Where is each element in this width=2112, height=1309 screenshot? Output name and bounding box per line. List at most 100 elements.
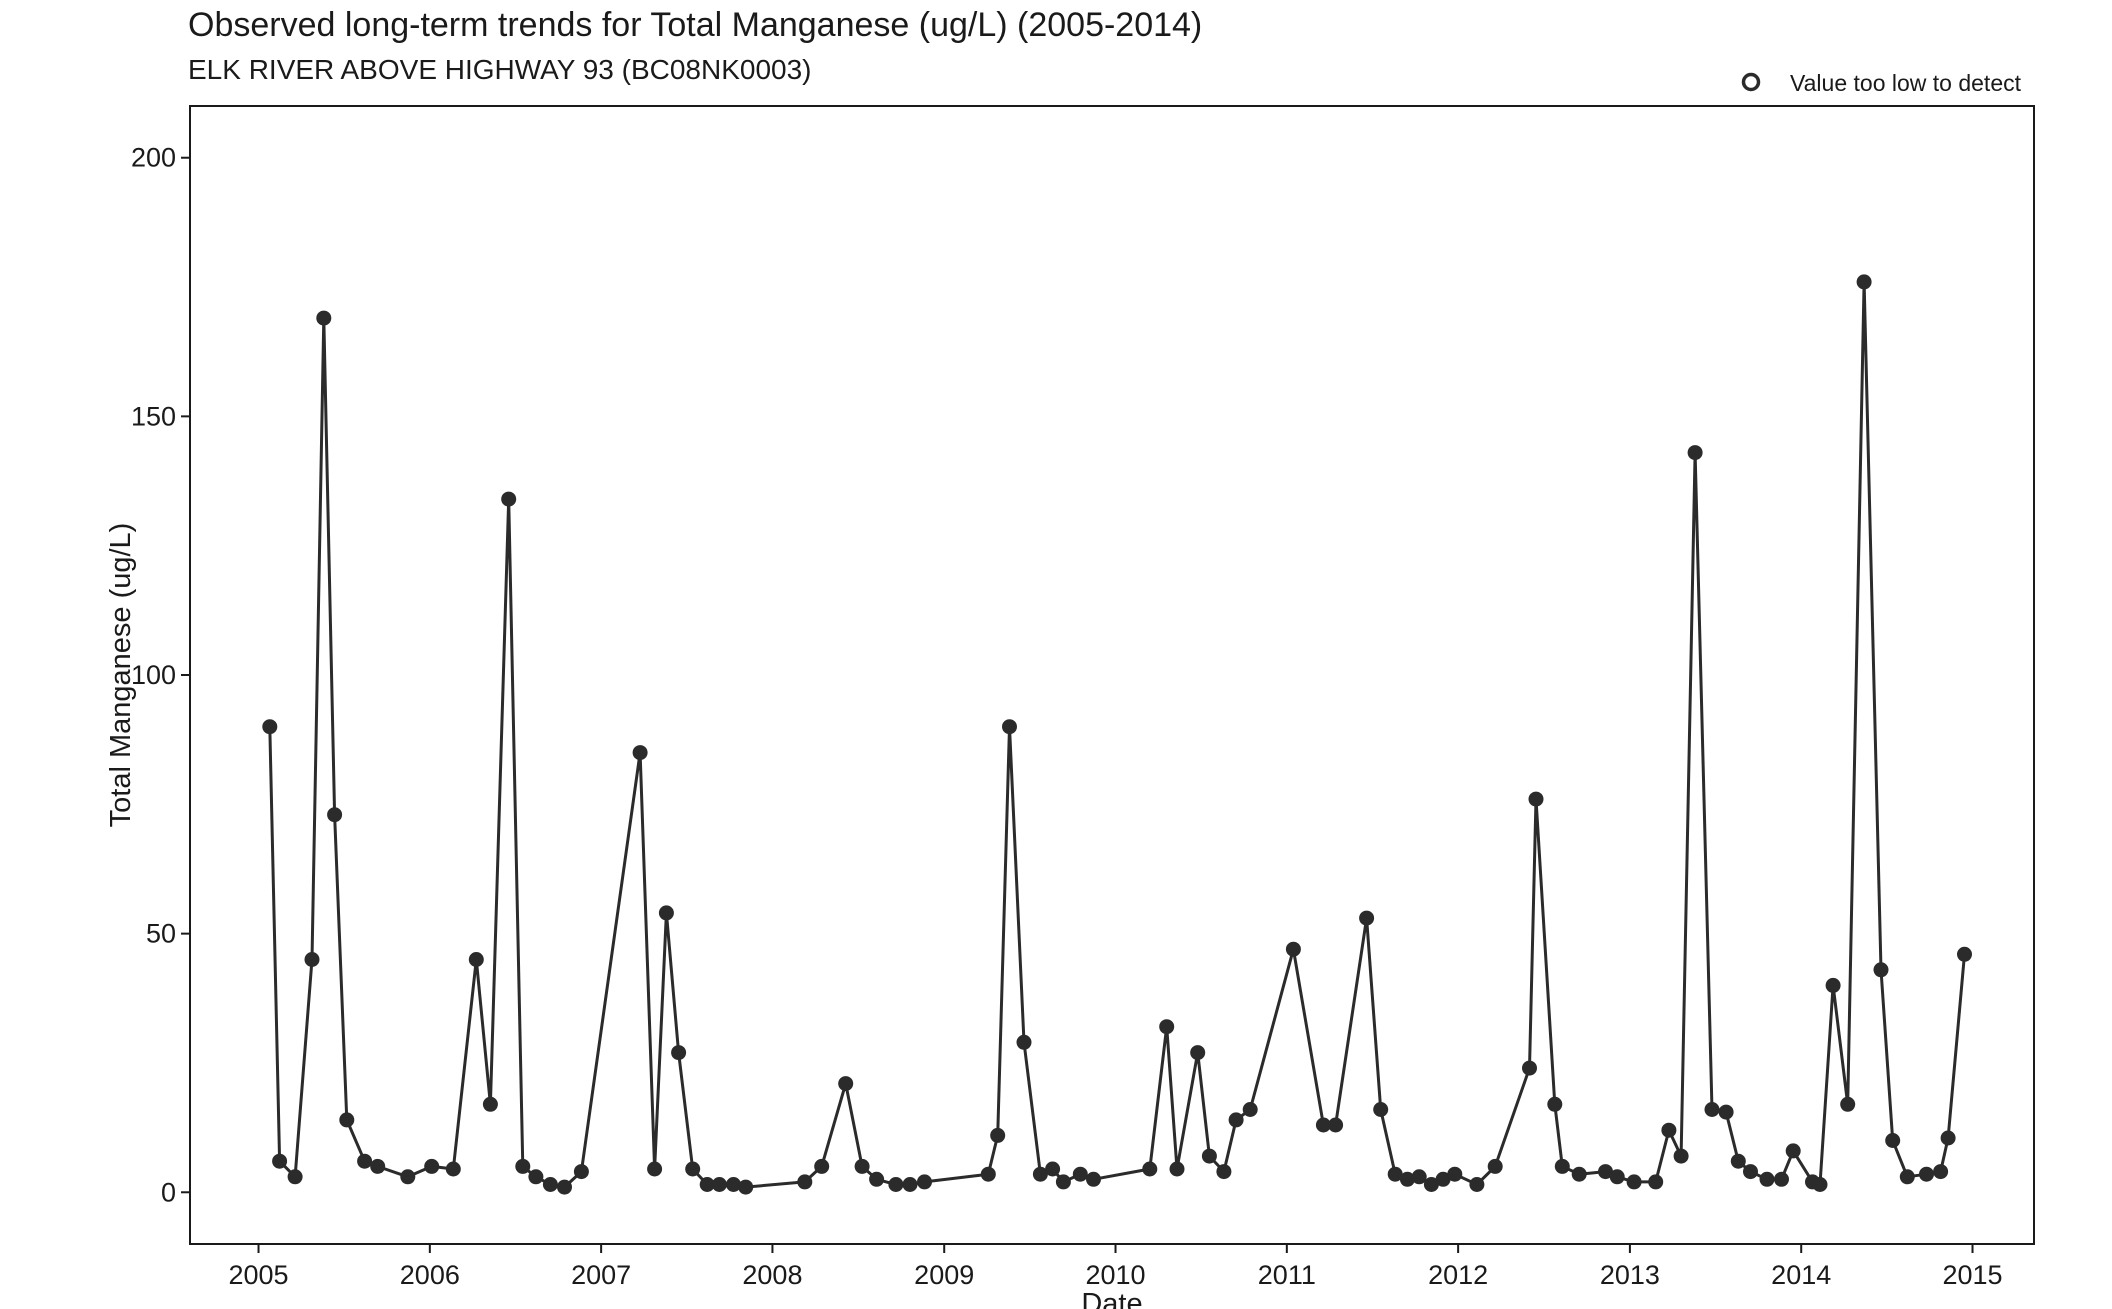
data-point xyxy=(1045,1161,1061,1177)
data-point xyxy=(1933,1164,1949,1180)
data-point xyxy=(1002,719,1017,735)
data-point xyxy=(445,1161,461,1177)
data-point xyxy=(1159,1019,1175,1035)
x-tick-label: 2007 xyxy=(571,1260,631,1290)
x-tick-label: 2005 xyxy=(228,1260,288,1290)
data-point xyxy=(400,1169,416,1185)
data-point xyxy=(1571,1166,1587,1182)
data-point xyxy=(797,1174,813,1190)
data-point xyxy=(1142,1161,1158,1177)
plot-panel-border xyxy=(189,105,2035,1245)
data-point xyxy=(1840,1096,1856,1112)
data-point xyxy=(1554,1158,1570,1174)
data-point xyxy=(1399,1171,1415,1187)
data-point xyxy=(468,952,484,967)
data-point xyxy=(1359,910,1375,926)
data-point xyxy=(814,1158,830,1174)
data-point xyxy=(528,1169,544,1185)
data-point xyxy=(339,1112,355,1128)
y-tick-label: 0 xyxy=(161,1177,176,1207)
data-point xyxy=(1648,1174,1664,1190)
data-point xyxy=(980,1166,996,1182)
data-point xyxy=(1774,1171,1789,1187)
data-point xyxy=(738,1179,754,1195)
x-tick-label: 2009 xyxy=(914,1260,974,1290)
data-point xyxy=(1285,941,1301,957)
data-point xyxy=(1228,1112,1244,1128)
series-line-group xyxy=(268,280,1966,1189)
data-point xyxy=(262,719,278,735)
data-point xyxy=(1547,1096,1563,1112)
data-point xyxy=(1032,1166,1048,1182)
data-point xyxy=(1487,1158,1503,1174)
y-tick-label: 200 xyxy=(131,143,176,173)
data-point xyxy=(990,1127,1006,1143)
data-point xyxy=(1315,1117,1331,1133)
data-point xyxy=(424,1158,440,1174)
x-axis: 2005 2006 2007 2008 2009 2010 2011 2012 2013 2014… xyxy=(228,1244,2003,1290)
chart-subtitle: ELK RIVER ABOVE HIGHWAY 93 (BC08NK0003) xyxy=(188,54,812,85)
x-tick-label: 2006 xyxy=(400,1260,460,1290)
data-point xyxy=(287,1169,303,1185)
data-point xyxy=(1387,1166,1403,1182)
legend-label: Value too low to detect xyxy=(1790,70,2022,96)
x-tick-label: 2012 xyxy=(1428,1260,1488,1290)
data-point xyxy=(1899,1169,1915,1185)
data-point xyxy=(1743,1164,1758,1180)
x-tick-label: 2013 xyxy=(1600,1260,1660,1290)
data-point xyxy=(1435,1171,1451,1187)
data-point xyxy=(1598,1164,1613,1180)
data-point xyxy=(888,1177,904,1192)
legend-open-circle-marker xyxy=(1741,72,1761,92)
data-point xyxy=(515,1158,531,1174)
data-point xyxy=(1673,1148,1689,1164)
y-axis: 0 50 100 150 200 xyxy=(131,143,190,1207)
y-tick-label: 50 xyxy=(146,919,176,949)
data-point xyxy=(1812,1177,1828,1192)
x-tick-label: 2011 xyxy=(1258,1260,1316,1290)
chart-title: Observed long-term trends for Total Mang… xyxy=(188,6,1203,44)
data-points-group xyxy=(262,274,1972,1195)
data-point xyxy=(699,1177,715,1192)
data-point xyxy=(1873,962,1889,978)
y-tick-label: 100 xyxy=(131,660,176,690)
data-point xyxy=(1423,1177,1439,1192)
x-tick-label: 2014 xyxy=(1771,1260,1831,1290)
data-point xyxy=(1055,1174,1071,1190)
data-point xyxy=(1373,1102,1389,1117)
data-point xyxy=(1169,1161,1185,1177)
data-point xyxy=(304,952,320,967)
data-point xyxy=(1957,946,1972,962)
data-point xyxy=(685,1161,701,1177)
data-point xyxy=(1201,1148,1217,1164)
y-axis-title: Total Manganese (ug/L) xyxy=(105,523,137,828)
data-point xyxy=(1447,1166,1463,1182)
data-point xyxy=(1825,977,1841,993)
x-tick-label: 2015 xyxy=(1942,1260,2002,1290)
data-point xyxy=(1759,1171,1775,1187)
data-point xyxy=(1718,1104,1734,1120)
data-point xyxy=(1072,1166,1088,1182)
data-point xyxy=(272,1153,288,1169)
data-point xyxy=(557,1179,572,1195)
data-point xyxy=(902,1177,918,1192)
data-point xyxy=(1242,1102,1258,1117)
y-tick-label: 150 xyxy=(131,401,176,431)
data-point xyxy=(1730,1153,1746,1169)
data-point xyxy=(1940,1130,1956,1146)
data-point xyxy=(316,310,332,326)
x-axis-title: Date xyxy=(1081,1288,1142,1309)
data-point xyxy=(1919,1166,1934,1182)
data-point xyxy=(1704,1102,1720,1117)
data-point xyxy=(632,745,648,761)
data-point xyxy=(869,1171,885,1187)
data-point xyxy=(1885,1133,1901,1148)
legend: Value too low to detect xyxy=(1741,70,2022,96)
series-line xyxy=(268,280,1966,1189)
data-point xyxy=(726,1177,741,1192)
data-point xyxy=(327,807,343,823)
data-point xyxy=(1687,445,1703,461)
data-point xyxy=(501,491,517,507)
data-point xyxy=(1626,1174,1642,1190)
